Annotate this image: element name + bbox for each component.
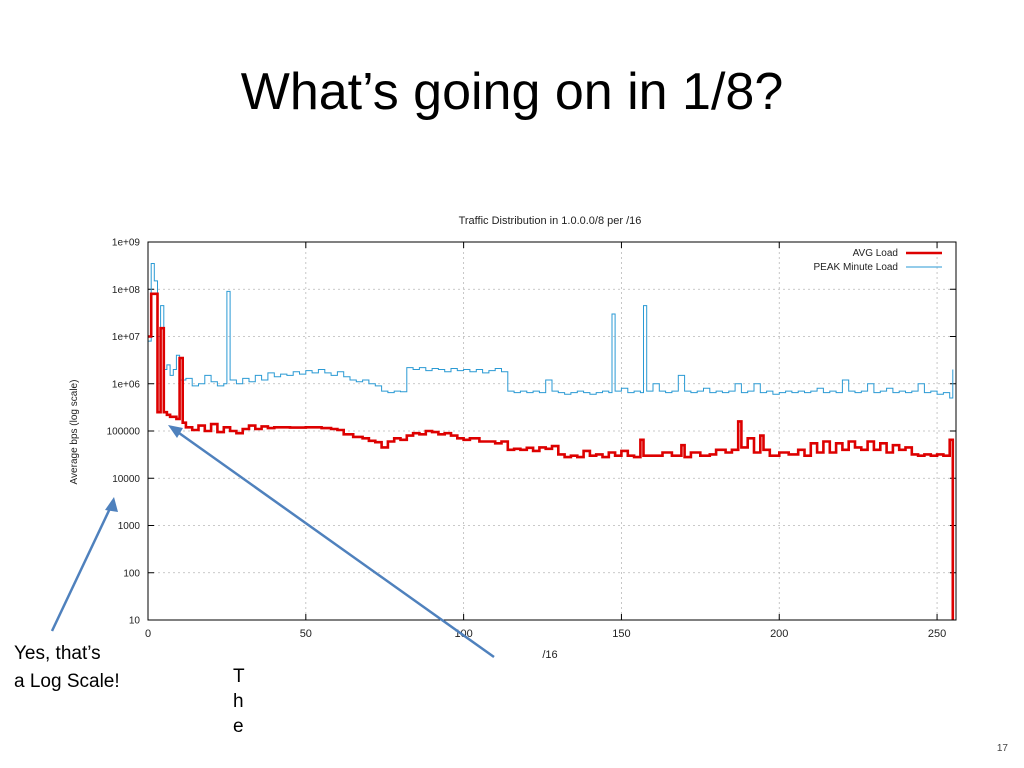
x-axis-label: /16 — [542, 649, 557, 661]
x-tick-label: 200 — [770, 628, 788, 640]
arrow-head-log-axis — [105, 497, 118, 512]
y-tick-label: 1e+07 — [112, 332, 141, 343]
series-line-avg-load — [148, 292, 955, 620]
callout-vertical-letter: T — [233, 666, 245, 687]
y-tick-label: 1e+08 — [112, 285, 141, 296]
y-axis-label: Average bps (log scale) — [69, 380, 80, 485]
callout-vertical-text: T h e — [233, 664, 257, 739]
y-tick-label: 100000 — [107, 427, 141, 438]
slide-title: What’s going on in 1/8? — [240, 63, 784, 121]
x-tick-label: 50 — [300, 628, 312, 640]
plot-frame — [147, 241, 957, 621]
y-tick-label: 1e+06 — [112, 379, 141, 390]
legend-label-peak-minute-load: PEAK Minute Load — [814, 262, 899, 273]
y-tick-label: 10000 — [112, 474, 140, 485]
x-tick-label: 250 — [928, 628, 946, 640]
callout-vertical-letter: e — [233, 716, 244, 737]
y-tick-label: 100 — [123, 568, 140, 579]
callout-log-scale-line1: Yes, that’s — [14, 643, 101, 664]
y-tick-label: 1e+09 — [112, 238, 141, 249]
callout-log-scale: Yes, that’s a Log Scale! — [14, 640, 164, 696]
arrow-to-avg-drop — [171, 426, 495, 659]
y-axis-ticks: 10 100 1000 10000 100000 1e+06 1e+07 1e+08 1e+09 — [107, 238, 956, 627]
arrow-head-avg-drop — [168, 425, 183, 438]
series-lines — [148, 263, 955, 620]
slide-number: 17 — [996, 743, 1008, 754]
x-tick-label: 0 — [145, 628, 151, 640]
y-tick-label: 1000 — [118, 521, 141, 532]
chart-title: Traffic Distribution in 1.0.0.0/8 per /1… — [459, 215, 642, 227]
series-line-peak-minute-load — [148, 263, 954, 399]
arrow-to-log-axis — [50, 501, 115, 632]
legend: AVG Load PEAK Minute Load — [814, 248, 942, 273]
x-tick-label: 150 — [612, 628, 630, 640]
grid-lines — [147, 241, 956, 621]
legend-label-avg-load: AVG Load — [853, 248, 898, 259]
callout-log-scale-line2: a Log Scale! — [14, 671, 120, 692]
callout-vertical-letter: h — [233, 691, 244, 712]
x-axis-ticks: 050100150200250 — [145, 242, 946, 640]
annotation-arrows — [50, 425, 495, 659]
y-tick-label: 10 — [129, 616, 141, 627]
